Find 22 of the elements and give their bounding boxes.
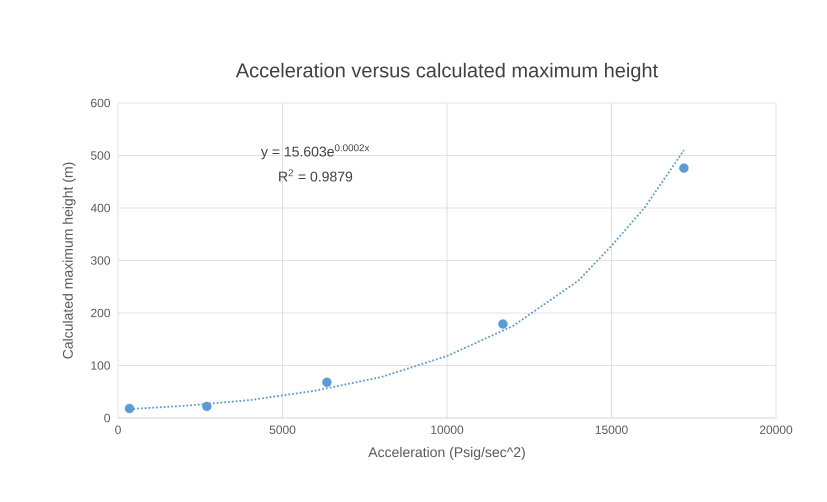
chart-title: Acceleration versus calculated maximum height [236, 62, 658, 82]
y-tick-label: 400 [90, 204, 110, 212]
x-tick-label: 10000 [431, 426, 464, 434]
y-tick-label: 600 [91, 98, 110, 108]
point [202, 402, 212, 412]
point [498, 319, 508, 329]
point [679, 163, 689, 173]
annotation: y = 15.603e$^{0.0002x}$ [260, 144, 370, 160]
annotation: R$^{2}$ = 0.9879 [279, 169, 352, 182]
y-axis-title: Calculated maximum height (m) [62, 162, 76, 359]
y-tick-label: 100 [91, 361, 110, 370]
x-tick-label: 5000 [270, 426, 296, 434]
point [322, 378, 332, 387]
x-tick-label: 15000 [596, 426, 628, 434]
point [124, 404, 134, 414]
y-tick-label: 300 [90, 256, 110, 265]
y-tick-label: 200 [91, 308, 110, 318]
x-tick-label: 20000 [760, 426, 792, 434]
x-axis-title: Acceleration (Psig/sec^2) [368, 446, 525, 460]
y-tick-label: 0 [104, 414, 110, 422]
y-tick-label: 500 [90, 151, 110, 160]
x-tick-label: 0 [115, 426, 121, 434]
